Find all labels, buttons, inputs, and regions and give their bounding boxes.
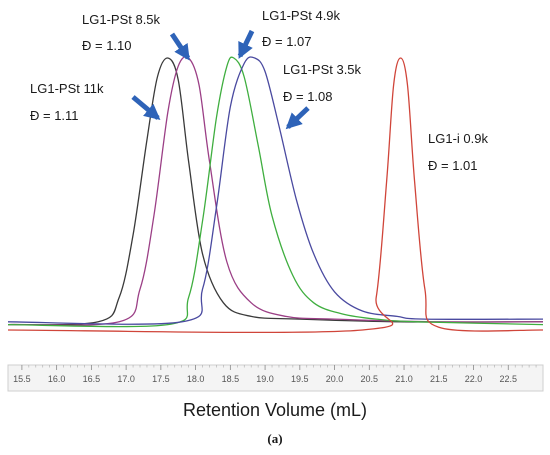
annotation-8-5k-name: LG1-PSt 8.5k <box>82 12 161 27</box>
annotation-4-9k-name: LG1-PSt 4.9k <box>262 8 341 23</box>
annotations: LG1-PSt 8.5k Đ = 1.10 LG1-PSt 4.9k Đ = 1… <box>30 8 488 173</box>
arrow-11k <box>131 95 161 121</box>
x-tick-label: 17.5 <box>152 374 170 384</box>
x-axis: 15.5 16.0 16.5 17.0 17.5 18.0 18.5 19.0 19.5 20.0… <box>7 364 544 392</box>
x-tick-label: 21.0 <box>395 374 413 384</box>
annotation-3-5k-name: LG1-PSt 3.5k <box>283 62 362 77</box>
annotation-8-5k-dispersity: Đ = 1.10 <box>82 38 132 53</box>
x-tick-label: 22.0 <box>465 374 483 384</box>
x-tick-label: 16.0 <box>48 374 66 384</box>
annotation-0-9k-name: LG1-i 0.9k <box>428 131 488 146</box>
x-tick-label: 20.5 <box>361 374 379 384</box>
arrow-3-5k <box>285 106 310 130</box>
x-tick-label: 15.5 <box>13 374 31 384</box>
plot-area <box>7 56 544 334</box>
x-tick-label: 20.0 <box>326 374 344 384</box>
annotation-4-9k-dispersity: Đ = 1.07 <box>262 34 312 49</box>
series-line-lg1-pst-11k <box>7 57 544 326</box>
x-tick-label: 19.0 <box>256 374 274 384</box>
x-tick-label: 17.0 <box>117 374 135 384</box>
series-line-lg1-i-0-9k <box>7 57 544 334</box>
x-tick-label: 18.5 <box>222 374 240 384</box>
x-tick-label: 22.5 <box>499 374 517 384</box>
arrow-4-9k <box>237 29 255 59</box>
x-tick-label: 18.0 <box>187 374 205 384</box>
series-line-lg1-pst-4-9k <box>7 56 544 328</box>
x-axis-bar <box>7 364 544 392</box>
x-tick-label: 21.5 <box>430 374 448 384</box>
series-line-lg1-pst-8-5k <box>7 56 544 326</box>
annotation-11k-dispersity: Đ = 1.11 <box>30 108 79 123</box>
x-axis-label: Retention Volume (mL) <box>183 400 367 420</box>
annotation-11k-name: LG1-PSt 11k <box>30 81 104 96</box>
annotation-0-9k-dispersity: Đ = 1.01 <box>428 158 478 173</box>
x-tick-label: 19.5 <box>291 374 309 384</box>
annotation-3-5k-dispersity: Đ = 1.08 <box>283 89 333 104</box>
arrow-8-5k <box>169 32 191 61</box>
figure-caption: (a) <box>267 431 282 446</box>
annotation-arrows <box>131 29 310 130</box>
series-line-lg1-pst-3-5k <box>7 56 544 325</box>
x-tick-label: 16.5 <box>83 374 101 384</box>
